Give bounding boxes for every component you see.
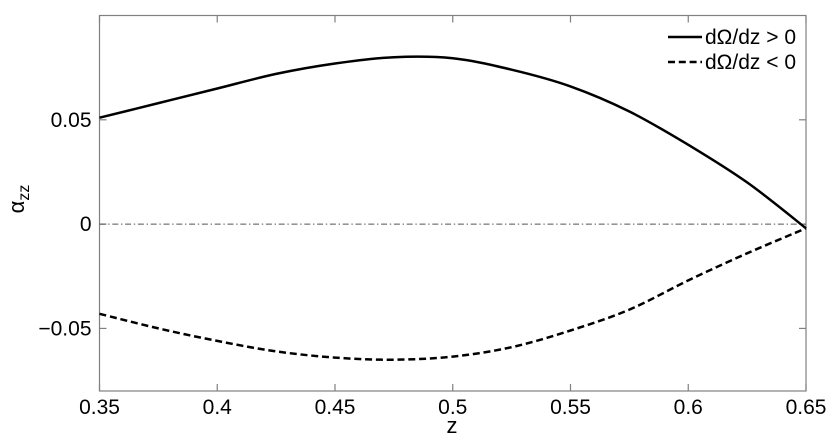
x-tick-label: 0.35 bbox=[79, 396, 120, 419]
legend: dΩ/dz > 0 dΩ/dz < 0 bbox=[668, 26, 796, 74]
x-tick-label: 0.4 bbox=[203, 396, 233, 419]
y-axis-tick-labels: −0.05 0 0.05 bbox=[38, 109, 91, 341]
y-tick-label: −0.05 bbox=[38, 317, 91, 340]
x-axis-label: z bbox=[447, 413, 458, 438]
x-tick-label: 0.5 bbox=[438, 396, 467, 419]
y-axis-label: αzz bbox=[4, 185, 33, 214]
y-axis-label-base: α bbox=[4, 200, 29, 213]
curve-domega-dz-negative bbox=[99, 227, 807, 361]
y-tick-label: 0 bbox=[80, 213, 92, 236]
x-tick-label: 0.6 bbox=[674, 396, 703, 419]
x-tick-label: 0.55 bbox=[550, 396, 591, 419]
plot-area-border bbox=[98, 14, 807, 392]
x-tick-label: 0.65 bbox=[786, 396, 827, 419]
axis-ticks bbox=[98, 15, 807, 391]
legend-label-negative: dΩ/dz < 0 bbox=[705, 51, 796, 74]
y-axis-label-subscript: zz bbox=[16, 185, 33, 201]
x-axis-tick-labels: 0.35 0.4 0.45 0.5 0.55 0.6 0.65 bbox=[79, 396, 826, 419]
curve-domega-dz-positive bbox=[99, 55, 807, 230]
y-tick-label: 0.05 bbox=[51, 109, 92, 132]
legend-label-positive: dΩ/dz > 0 bbox=[705, 26, 796, 49]
x-tick-label: 0.45 bbox=[315, 396, 356, 419]
